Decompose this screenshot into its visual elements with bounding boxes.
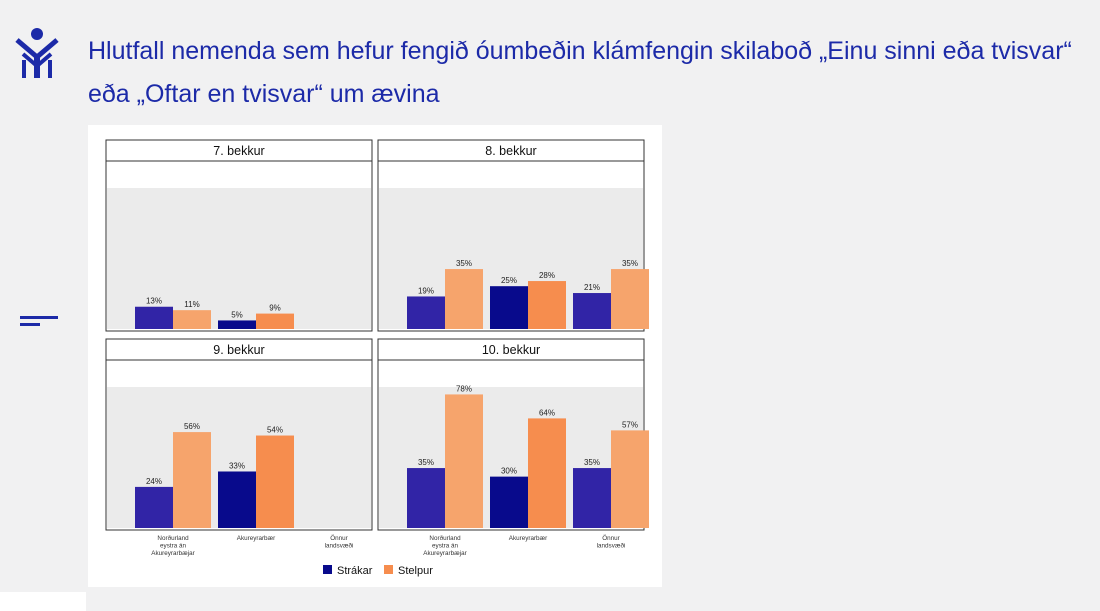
facet-1-plot-background: [107, 188, 371, 329]
facet-4-bar-strakar-1: [407, 468, 445, 528]
facet-4-bar-stelpur-3: [611, 430, 649, 528]
x-tick-label-2-1-line-2: eystra án: [432, 543, 458, 550]
facet-2-data-label-stelpur-1: 35%: [456, 259, 472, 268]
x-tick-label-1-1-line-1: Norðurland: [157, 534, 189, 542]
facet-1-data-label-stelpur-2: 9%: [269, 304, 281, 313]
facet-4-data-label-stelpur-3: 57%: [622, 420, 638, 429]
x-tick-label-2-3-line-1: Önnur: [602, 534, 620, 542]
facet-2-bar-stelpur-2: [528, 281, 566, 329]
person-figure-logo-icon: [15, 28, 59, 78]
facet-3-data-label-strakar-1: 24%: [146, 477, 162, 486]
facet-1-data-label-strakar-2: 5%: [231, 310, 243, 319]
x-tick-label-2-1-line-3: Akureyrarbæjar: [423, 550, 466, 557]
facet-4-data-label-strakar-1: 35%: [418, 458, 434, 467]
facet-2-bar-strakar-3: [573, 293, 611, 329]
facet-2-data-label-strakar-3: 21%: [584, 283, 600, 292]
facet-3-bar-strakar-1: [135, 486, 173, 528]
x-tick-label-2-2-line-1: Akureyrarbær: [509, 535, 548, 542]
x-tick-label-1-1-line-3: Akureyrarbæjar: [151, 550, 194, 557]
facet-2-data-label-strakar-2: 25%: [501, 276, 517, 285]
facet-2-bar-strakar-1: [407, 296, 445, 329]
facet-4-bar-strakar-3: [573, 468, 611, 528]
chart-panel: 7. bekkur 13% 11% 5% 9% 8. bekkur 19% 35% 25% 28%…: [88, 125, 662, 587]
facet-4-bar-stelpur-2: [528, 418, 566, 528]
facet-1-bar-stelpur-2: [256, 313, 294, 329]
facet-1-bar-stelpur-1: [173, 310, 211, 329]
legend-label-strakar: Strákar: [337, 565, 373, 577]
x-tick-label-1-3-line-2: landsvæði: [325, 542, 354, 550]
bottom-strip: [0, 592, 86, 611]
legend-swatch-stelpur: [384, 565, 393, 574]
facet-3-data-label-stelpur-1: 56%: [184, 422, 200, 431]
facet-2-title: 8. bekkur: [485, 144, 536, 158]
facet-3-bar-stelpur-2: [256, 435, 294, 528]
facet-1-title: 7. bekkur: [213, 144, 264, 158]
x-tick-label-1-1-line-2: eystra án: [160, 543, 186, 550]
facet-2-data-label-stelpur-2: 28%: [539, 271, 555, 280]
facet-2-data-label-stelpur-3: 35%: [622, 259, 638, 268]
facet-4-bar-strakar-2: [490, 476, 528, 528]
facet-3-data-label-strakar-2: 33%: [229, 461, 245, 470]
facet-3-data-label-stelpur-2: 54%: [267, 426, 283, 435]
legend-label-stelpur: Stelpur: [398, 565, 433, 577]
facet-4-data-label-stelpur-1: 78%: [456, 384, 472, 393]
x-tick-label-1-2-line-1: Akureyrarbær: [237, 535, 276, 542]
facet-1-bar-strakar-2: [218, 320, 256, 329]
x-tick-label-2-1-line-1: Norðurland: [429, 534, 461, 542]
two-lines-icon: [20, 316, 58, 326]
facet-3-bar-stelpur-1: [173, 432, 211, 528]
facet-2-bar-stelpur-1: [445, 269, 483, 329]
facet-1-data-label-stelpur-1: 11%: [184, 300, 199, 309]
facet-4-title: 10. bekkur: [482, 343, 540, 357]
facet-4-data-label-strakar-2: 30%: [501, 467, 517, 476]
facet-2-data-label-strakar-1: 19%: [418, 286, 434, 295]
facet-4-data-label-stelpur-2: 64%: [539, 408, 555, 417]
slide-title: Hlutfall nemenda sem hefur fengið óumbeð…: [88, 37, 1072, 108]
x-tick-label-1-3-line-1: Önnur: [330, 534, 348, 542]
x-tick-label-2-3-line-2: landsvæði: [597, 542, 626, 550]
legend-swatch-strakar: [323, 565, 332, 574]
facet-3-title: 9. bekkur: [213, 343, 264, 357]
facet-2-bar-strakar-2: [490, 286, 528, 329]
facet-4-bar-stelpur-1: [445, 394, 483, 528]
facet-3-bar-strakar-2: [218, 471, 256, 528]
facet-1-bar-strakar-1: [135, 306, 173, 329]
facet-2-bar-stelpur-3: [611, 269, 649, 329]
facet-4-data-label-strakar-3: 35%: [584, 458, 600, 467]
facet-1-data-label-strakar-1: 13%: [146, 297, 162, 306]
faceted-bar-chart: 7. bekkur 13% 11% 5% 9% 8. bekkur 19% 35% 25% 28%…: [105, 139, 649, 577]
